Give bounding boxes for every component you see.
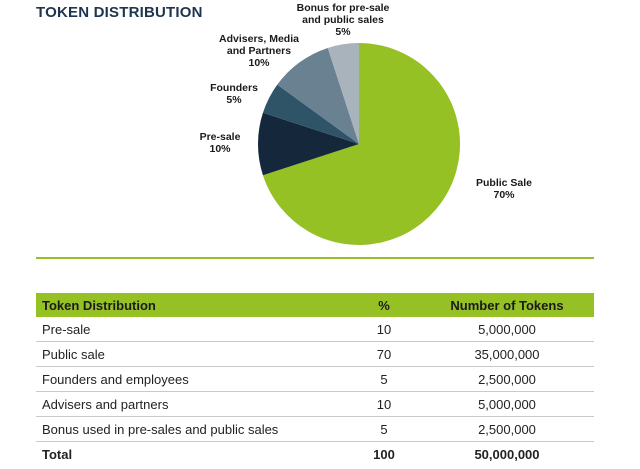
pie-label-bonus-for-pre-sale-and-public-sales: Bonus for pre-sale and public sales 5% [297, 2, 390, 38]
header-number-of-tokens: Number of Tokens [420, 293, 594, 317]
pie-label-founders: Founders 5% [210, 82, 258, 106]
pie-chart: Public Sale 70%Pre-sale 10%Founders 5%Advis… [200, 2, 532, 245]
pie-label-line: 10% [248, 57, 270, 69]
total-percent: 100 [373, 446, 395, 462]
row-percent: 5 [348, 416, 420, 442]
pie-label-line: and public sales [302, 14, 384, 26]
row-tokens: 2,500,000 [420, 416, 594, 442]
row-label: Pre-sale [36, 317, 348, 342]
table-row: Advisers and partners 10 5,000,000 [36, 391, 594, 417]
pie-slice-bonus-for-pre-sale-and-public-sales [327, 43, 359, 144]
row-percent: 10 [348, 391, 420, 417]
row-label: Public sale [36, 341, 348, 367]
pie-label-line: Bonus for pre-sale [297, 2, 390, 14]
header-token-distribution: Token Distribution [36, 293, 348, 317]
total-label: Total [42, 446, 73, 462]
pie-label-public-sale: Public Sale 70% [476, 177, 532, 201]
distribution-table: Token Distribution % Number of Tokens Pr… [36, 293, 594, 466]
row-percent: 10 [348, 317, 420, 342]
pie-label-line: Advisers, Media [219, 33, 299, 45]
pie-slice-advisers-media-and-partners [277, 47, 359, 144]
table-row: Founders and employees 5 2,500,000 [36, 366, 594, 392]
header-percent: % [348, 293, 420, 317]
pie-slice-founders [262, 84, 359, 144]
pie-label-line: Founders [210, 82, 258, 94]
table-row: Pre-sale 10 5,000,000 [36, 317, 594, 342]
row-label: Advisers and partners [36, 391, 348, 417]
row-label: Bonus used in pre-sales and public sales [36, 416, 348, 442]
row-label: Founders and employees [36, 366, 348, 392]
divider [36, 257, 594, 259]
table-row: Bonus used in pre-sales and public sales… [36, 416, 594, 442]
row-tokens: 2,500,000 [420, 366, 594, 392]
table-header-row: Token Distribution % Number of Tokens [36, 293, 594, 317]
pie-label-line: 70% [493, 189, 515, 201]
pie-label-line: 5% [226, 94, 242, 106]
row-tokens: 5,000,000 [420, 391, 594, 417]
pie-slice-public-sale [262, 43, 460, 245]
table-row: Public sale 70 35,000,000 [36, 341, 594, 367]
total-tokens: 50,000,000 [474, 446, 540, 462]
row-percent: 5 [348, 366, 420, 392]
total-row: Total 100 50,000,000 [36, 442, 594, 467]
pie-label-line: Pre-sale [200, 131, 241, 143]
row-percent: 70 [348, 341, 420, 367]
pie-label-line: 5% [335, 26, 351, 38]
page-title: TOKEN DISTRIBUTION [36, 4, 203, 21]
pie-label-pre-sale: Pre-sale 10% [200, 131, 241, 155]
pie-slice-pre-sale [257, 112, 359, 176]
row-tokens: 5,000,000 [420, 317, 594, 342]
row-tokens: 35,000,000 [420, 341, 594, 367]
pie-label-advisers-media-and-partners: Advisers, Media and Partners 10% [219, 33, 299, 69]
pie-label-line: and Partners [227, 45, 291, 57]
pie-label-line: Public Sale [476, 177, 532, 189]
pie-label-line: 10% [209, 143, 231, 155]
